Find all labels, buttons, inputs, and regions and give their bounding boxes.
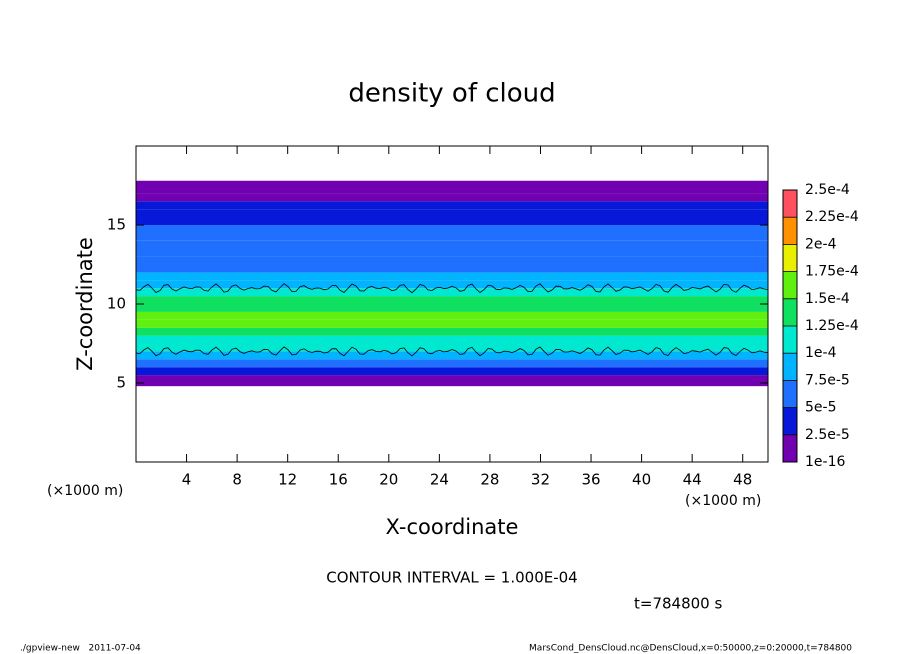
density-band [136,319,768,328]
density-band [136,304,768,312]
footer-right: MarsCond_DensCloud.nc@DensCloud,x=0:5000… [529,644,852,654]
colorbar-label: 2e-4 [805,236,837,252]
time-label: t=784800 s [634,595,722,613]
x-tick-label: 44 [683,471,702,489]
colorbar-label: 5e-5 [805,400,836,416]
x-tick-label: 48 [733,471,752,489]
x-tick-label: 40 [632,471,651,489]
colorbar-label: 1.25e-4 [805,318,859,334]
y-tick-label: 10 [107,295,126,313]
density-band [136,311,768,320]
density-band [136,272,768,281]
contour-line [135,346,769,357]
density-band [136,256,768,273]
density-band [136,288,768,297]
x-unit: (×1000 m) [685,493,761,509]
x-tick-label: 4 [182,471,192,489]
density-band [136,375,768,387]
x-axis-label: X-coordinate [386,515,519,539]
density-band [136,193,768,202]
colorbar-segment [783,217,797,245]
x-tick-label: 28 [480,471,499,489]
colorbar-segment [783,190,797,218]
y-unit: (×1000 m) [47,483,123,499]
contour-interval: CONTOUR INTERVAL = 1.000E-04 [326,569,577,587]
colorbar-segment [783,407,797,435]
x-tick-label: 24 [430,471,449,489]
x-tick-label: 32 [531,471,550,489]
density-band [136,225,768,241]
density-band [136,180,768,194]
y-tick-label: 15 [107,216,126,234]
density-band [136,359,768,368]
density-band [136,343,768,352]
colorbar-segment [783,353,797,381]
colorbar-segment [783,244,797,272]
contour-line [135,283,769,294]
x-tick-label: 20 [379,471,398,489]
colorbar-label: 2.5e-5 [805,427,850,443]
colorbar-segment [783,380,797,408]
x-tick-label: 12 [278,471,297,489]
colorbar-label: 1.75e-4 [805,264,859,280]
colorbar-segment [783,326,797,354]
density-band [136,209,768,225]
colorbar-label: 2.5e-4 [805,182,850,198]
colorbar-label: 1e-16 [805,454,845,470]
density-band [136,327,768,336]
colorbar-label: 2.25e-4 [805,209,859,225]
density-band [136,296,768,304]
colorbar-segment [783,434,797,462]
x-tick-label: 16 [329,471,348,489]
density-band [136,280,768,289]
density-band [136,201,768,210]
density-band [136,240,768,257]
colorbar-segment [783,271,797,299]
x-tick-label: 36 [581,471,600,489]
colorbar-segment [783,298,797,326]
colorbar-label: 1.5e-4 [805,291,850,307]
y-axis-label: Z-coordinate [73,237,97,371]
y-tick-label: 5 [116,374,126,392]
chart-title: density of cloud [348,79,555,109]
density-band [136,367,768,376]
colorbar-label: 1e-4 [805,345,837,361]
density-band [136,351,768,360]
footer-left: ./gpview-new 2011-07-04 [20,644,141,654]
x-tick-label: 8 [232,471,242,489]
density-band [136,335,768,344]
colorbar-label: 7.5e-5 [805,372,850,388]
